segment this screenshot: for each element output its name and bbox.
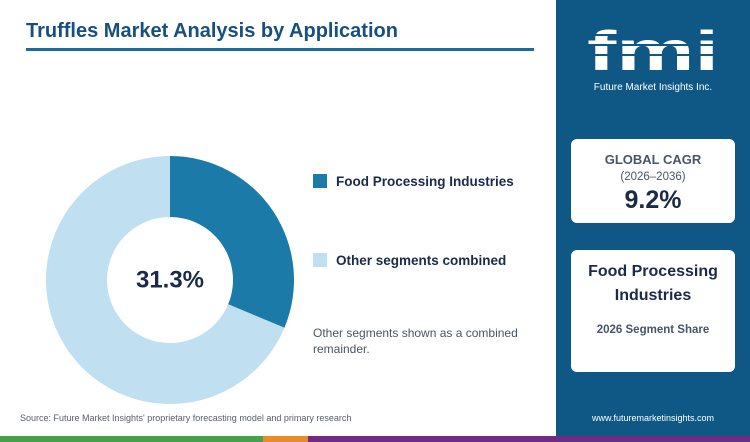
cagr-label: GLOBAL CAGR: [604, 152, 702, 167]
legend-label-other-segments: Other segments combined: [336, 252, 507, 268]
fmi-logo: fmi Future Market Insights Inc.: [586, 19, 720, 93]
cagr-card: GLOBAL CAGR (2026–2036) 9.2%: [571, 139, 735, 223]
footer-bar-green: [0, 436, 263, 442]
website-link[interactable]: www.futuremarketinsights.com: [591, 413, 715, 423]
chart-title: Truffles Market Analysis by Application: [26, 20, 398, 42]
footer-bar-orange: [262, 436, 308, 442]
legend-item-food-processing: Food Processing Industries: [313, 171, 514, 191]
legend-swatch-other-segments: [313, 253, 327, 267]
legend-item-other-segments: Other segments combined: [313, 250, 506, 270]
segment-card: Food Processing Industries 2026 Segment …: [571, 250, 735, 372]
sidebar: fmi Future Market Insights Inc. GLOBAL C…: [556, 0, 750, 436]
footer-bar-purple: [307, 436, 750, 442]
segment-subtitle: 2026 Segment Share: [596, 324, 710, 336]
segment-name: Food Processing Industries: [588, 263, 718, 304]
donut-slice-other-segments-combined: [45, 156, 285, 404]
donut-chart: 31.3%: [45, 156, 294, 404]
footer-color-bar: [0, 436, 750, 442]
title-underline: [26, 48, 534, 51]
cagr-period: (2026–2036): [620, 171, 686, 183]
donut-slice-food-processing-industries: [170, 156, 294, 328]
chart-note: Other segments shown as a combined remai…: [313, 326, 518, 356]
logo-tagline: Future Market Insights Inc.: [594, 82, 712, 93]
cagr-value: 9.2%: [624, 186, 682, 214]
logo-letters: fmi: [587, 19, 719, 82]
legend-swatch-food-processing: [313, 174, 327, 188]
source-note: Source: Future Market Insights' propriet…: [20, 413, 352, 423]
legend-label-food-processing: Food Processing Industries: [336, 173, 514, 189]
donut-center-label: 31.3%: [136, 267, 204, 294]
chart-panel: Truffles Market Analysis by Application …: [20, 20, 534, 423]
